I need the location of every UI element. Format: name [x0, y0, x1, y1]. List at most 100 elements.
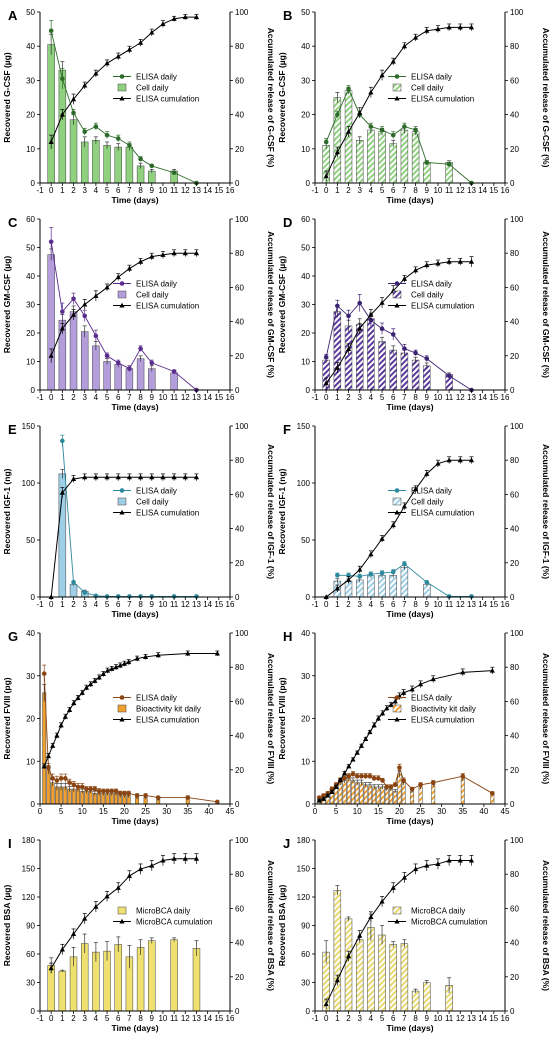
y2-tick-label: 100 — [510, 8, 524, 17]
x-tick-label: 13 — [192, 393, 201, 402]
cumulative-point — [137, 474, 144, 480]
x-tick-label: 12 — [456, 393, 465, 402]
y2-tick-label: 100 — [235, 629, 249, 638]
daily-point — [323, 354, 329, 360]
y-axis-title: Recovered FVIII (pg) — [277, 677, 287, 759]
y-tick-label: 40 — [301, 42, 310, 51]
cumulative-point — [104, 893, 110, 899]
y-tick-label: 50 — [26, 244, 35, 253]
bar — [378, 341, 386, 391]
y-tick-label: 10 — [26, 145, 35, 154]
bar — [423, 365, 431, 391]
cumulative-point — [388, 702, 394, 707]
cumulative-point — [160, 21, 166, 26]
y-tick-label: 90 — [301, 922, 310, 931]
legend-swatch-bar — [392, 83, 402, 92]
cumulative-point — [357, 932, 363, 938]
cumulative-point — [354, 749, 360, 755]
daily-line — [337, 563, 472, 597]
x-tick-label: 12 — [456, 600, 465, 609]
x-tick-label: 1 — [60, 600, 65, 609]
legend-label: Cell daily — [136, 291, 168, 300]
y2-axis-title: Accumulated release of BSA (%) — [541, 860, 550, 991]
x-tick-label: 11 — [170, 393, 179, 402]
cumulative-point — [457, 24, 463, 30]
bar — [355, 140, 364, 184]
y2-axis-title: Accumulated release of FVIII (%) — [541, 653, 550, 784]
legend-swatch-circle — [119, 488, 125, 493]
bar — [378, 131, 386, 184]
x-tick-label: 0 — [49, 1014, 54, 1023]
daily-point — [469, 594, 474, 599]
y-tick-label: 60 — [26, 950, 35, 959]
bar — [114, 364, 122, 391]
x-tick-label: 8 — [413, 393, 418, 402]
cumulative-point — [424, 262, 430, 268]
x-tick-label: 9 — [150, 393, 155, 402]
cumulative-point — [412, 267, 419, 273]
x-tick-label: 7 — [402, 393, 407, 402]
cumulative-point — [126, 46, 133, 52]
legend-swatch-circle — [119, 695, 125, 700]
cumulative-point — [334, 977, 340, 983]
bar — [378, 575, 386, 598]
y2-tick-label: 80 — [235, 42, 244, 51]
cumulative-point — [70, 96, 77, 102]
x-tick-label: 1 — [60, 1014, 65, 1023]
x-tick-label: 3 — [82, 600, 87, 609]
x-tick-label: 45 — [501, 807, 510, 816]
y2-tick-label: 20 — [510, 352, 519, 361]
x-tick-label: 5 — [59, 807, 64, 816]
daily-point — [346, 313, 351, 319]
x-tick-label: 11 — [445, 186, 454, 195]
cumulative-point — [468, 258, 475, 264]
x-tick-label: 3 — [357, 1014, 362, 1023]
daily-point — [84, 786, 89, 792]
daily-point — [105, 788, 110, 794]
y2-tick-label: 20 — [510, 973, 519, 982]
y2-tick-label: 0 — [510, 1007, 515, 1016]
bar — [69, 119, 78, 184]
cumulative-point — [48, 965, 54, 971]
legend-item: MicroBCA cumulation — [388, 918, 487, 927]
cumulative-point — [345, 577, 352, 582]
cumulative-point — [193, 474, 200, 480]
legend-label: Cell daily — [411, 291, 443, 300]
y2-tick-label: 60 — [510, 283, 519, 292]
legend-item: Bioactivity kit daily — [117, 705, 201, 714]
cumulative-point — [193, 250, 200, 256]
x-tick-label: 15 — [214, 186, 223, 195]
x-tick-label: 10 — [433, 393, 442, 402]
x-tick-label: 8 — [138, 600, 143, 609]
y2-tick-label: 60 — [510, 697, 519, 706]
y2-tick-label: 80 — [510, 42, 519, 51]
x-tick-label: 7 — [127, 1014, 132, 1023]
x-tick-label: 5 — [105, 186, 110, 195]
legend-item: ELISA daily — [388, 280, 452, 289]
bar — [58, 970, 67, 1012]
y2-tick-label: 80 — [235, 870, 244, 879]
daily-point — [88, 786, 93, 792]
daily-point — [122, 791, 127, 796]
chart-panel-i: I Recovered BSA (µg) Accumulated release o… — [2, 836, 276, 1033]
cumulative-point — [379, 299, 385, 305]
cumulative-point — [93, 70, 99, 76]
daily-point — [424, 579, 430, 585]
daily-point — [82, 590, 88, 595]
bar — [389, 788, 393, 805]
bar — [355, 324, 364, 391]
daily-point — [357, 574, 363, 579]
cumulative-point — [401, 276, 408, 281]
bar — [460, 778, 465, 805]
x-tick-label: 14 — [478, 600, 487, 609]
x-axis-title: Time (days) — [386, 609, 433, 619]
daily-point — [380, 778, 385, 783]
daily-point — [194, 594, 199, 599]
x-tick-label: 20 — [395, 807, 404, 816]
x-tick-label: 1 — [335, 1014, 340, 1023]
y-tick-label: 50 — [301, 244, 310, 253]
daily-point — [60, 309, 65, 314]
cumulative-point — [379, 710, 386, 716]
x-tick-label: 30 — [437, 807, 446, 816]
cumulative-line — [325, 860, 472, 1005]
